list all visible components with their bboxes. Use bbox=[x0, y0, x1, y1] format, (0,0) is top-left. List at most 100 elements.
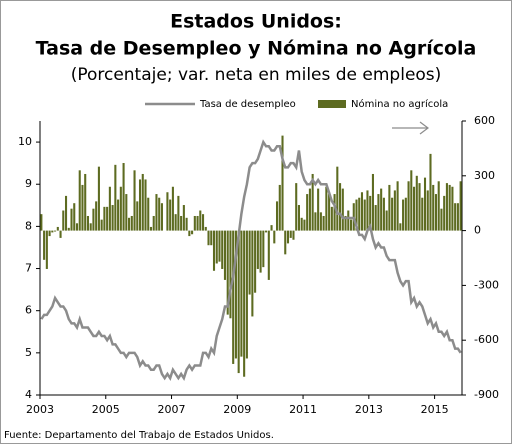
y-tick-label: 8 bbox=[25, 219, 32, 232]
bar bbox=[380, 188, 383, 231]
bar bbox=[262, 230, 265, 268]
bar bbox=[311, 173, 314, 231]
bar bbox=[456, 203, 459, 231]
bar bbox=[73, 203, 76, 231]
x-tick-label: 2005 bbox=[92, 403, 120, 416]
bar bbox=[180, 215, 183, 231]
bar bbox=[281, 135, 284, 231]
bar bbox=[402, 199, 405, 231]
bar bbox=[355, 199, 358, 231]
bar bbox=[432, 184, 435, 231]
bar bbox=[136, 201, 139, 231]
bar bbox=[122, 163, 125, 231]
bar bbox=[448, 184, 451, 231]
bar bbox=[191, 230, 194, 235]
bar bbox=[360, 192, 364, 231]
y-tick-label: 4 bbox=[25, 388, 32, 401]
bar bbox=[382, 197, 385, 231]
bar bbox=[40, 214, 43, 231]
bar bbox=[459, 181, 462, 231]
bar bbox=[51, 230, 54, 233]
bar bbox=[413, 186, 416, 231]
chart-title: Tasa de Desempleo y Nómina no Agrícola bbox=[36, 38, 477, 60]
bar bbox=[314, 212, 317, 231]
bar bbox=[223, 230, 227, 280]
bar bbox=[89, 223, 92, 231]
bar bbox=[286, 230, 290, 244]
bar bbox=[59, 230, 62, 238]
bar bbox=[160, 203, 163, 231]
y2-tick-label: -300 bbox=[474, 278, 499, 291]
bar bbox=[391, 197, 394, 231]
bar bbox=[108, 186, 111, 231]
bar bbox=[45, 230, 48, 269]
y-tick-label: 10 bbox=[18, 135, 32, 148]
bar bbox=[445, 183, 448, 231]
bar bbox=[240, 230, 243, 357]
bar bbox=[399, 223, 402, 231]
bar bbox=[141, 173, 144, 231]
bar bbox=[363, 199, 366, 231]
bar bbox=[434, 194, 438, 231]
bar bbox=[128, 217, 131, 231]
bar bbox=[440, 208, 443, 231]
bar bbox=[149, 226, 153, 231]
bar bbox=[117, 199, 120, 231]
x-tick-label: 2009 bbox=[223, 403, 251, 416]
bar bbox=[48, 230, 51, 237]
bar bbox=[62, 210, 65, 231]
bar bbox=[366, 190, 369, 231]
bar bbox=[177, 195, 180, 231]
bar bbox=[303, 219, 306, 231]
bar bbox=[204, 226, 207, 231]
bar bbox=[418, 183, 421, 231]
bar bbox=[325, 186, 328, 231]
bar bbox=[199, 210, 202, 231]
bar bbox=[114, 164, 117, 231]
bar bbox=[388, 184, 391, 231]
bar bbox=[207, 230, 210, 246]
y2-tick-label: 300 bbox=[474, 169, 495, 182]
bar bbox=[300, 217, 303, 231]
bar bbox=[54, 230, 57, 232]
bar bbox=[158, 197, 161, 231]
bar bbox=[81, 184, 84, 231]
bar bbox=[174, 214, 177, 231]
axis-arrow bbox=[392, 121, 429, 135]
bar bbox=[196, 215, 199, 231]
bar bbox=[119, 186, 122, 231]
bar bbox=[70, 208, 73, 231]
y2-tick-label: 600 bbox=[474, 114, 495, 127]
x-tick-label: 2013 bbox=[355, 403, 383, 416]
y-tick-label: 7 bbox=[25, 262, 32, 275]
bar bbox=[265, 230, 268, 233]
y-tick-label: 6 bbox=[25, 304, 32, 317]
chart-subtitle: (Porcentaje; var. neta en miles de emple… bbox=[71, 65, 442, 85]
bar bbox=[437, 181, 440, 231]
bar bbox=[426, 190, 429, 231]
bar bbox=[256, 230, 259, 269]
bar bbox=[97, 166, 100, 231]
bar bbox=[75, 223, 79, 231]
bar bbox=[328, 194, 331, 231]
bar bbox=[275, 201, 279, 231]
y2-tick-label: -600 bbox=[474, 333, 499, 346]
bar bbox=[369, 195, 372, 231]
bar bbox=[133, 170, 136, 231]
bar bbox=[84, 173, 87, 231]
bar bbox=[385, 210, 388, 231]
bar bbox=[86, 215, 89, 231]
bar bbox=[232, 230, 235, 364]
bar bbox=[404, 197, 407, 231]
bar bbox=[202, 214, 205, 231]
bar bbox=[341, 188, 344, 231]
bar bbox=[278, 184, 281, 231]
bar bbox=[317, 188, 320, 231]
bar bbox=[138, 179, 142, 231]
x-tick-label: 2011 bbox=[289, 403, 317, 416]
bar bbox=[308, 188, 311, 231]
bar bbox=[295, 183, 298, 231]
bar bbox=[152, 215, 155, 231]
bar bbox=[377, 194, 380, 231]
